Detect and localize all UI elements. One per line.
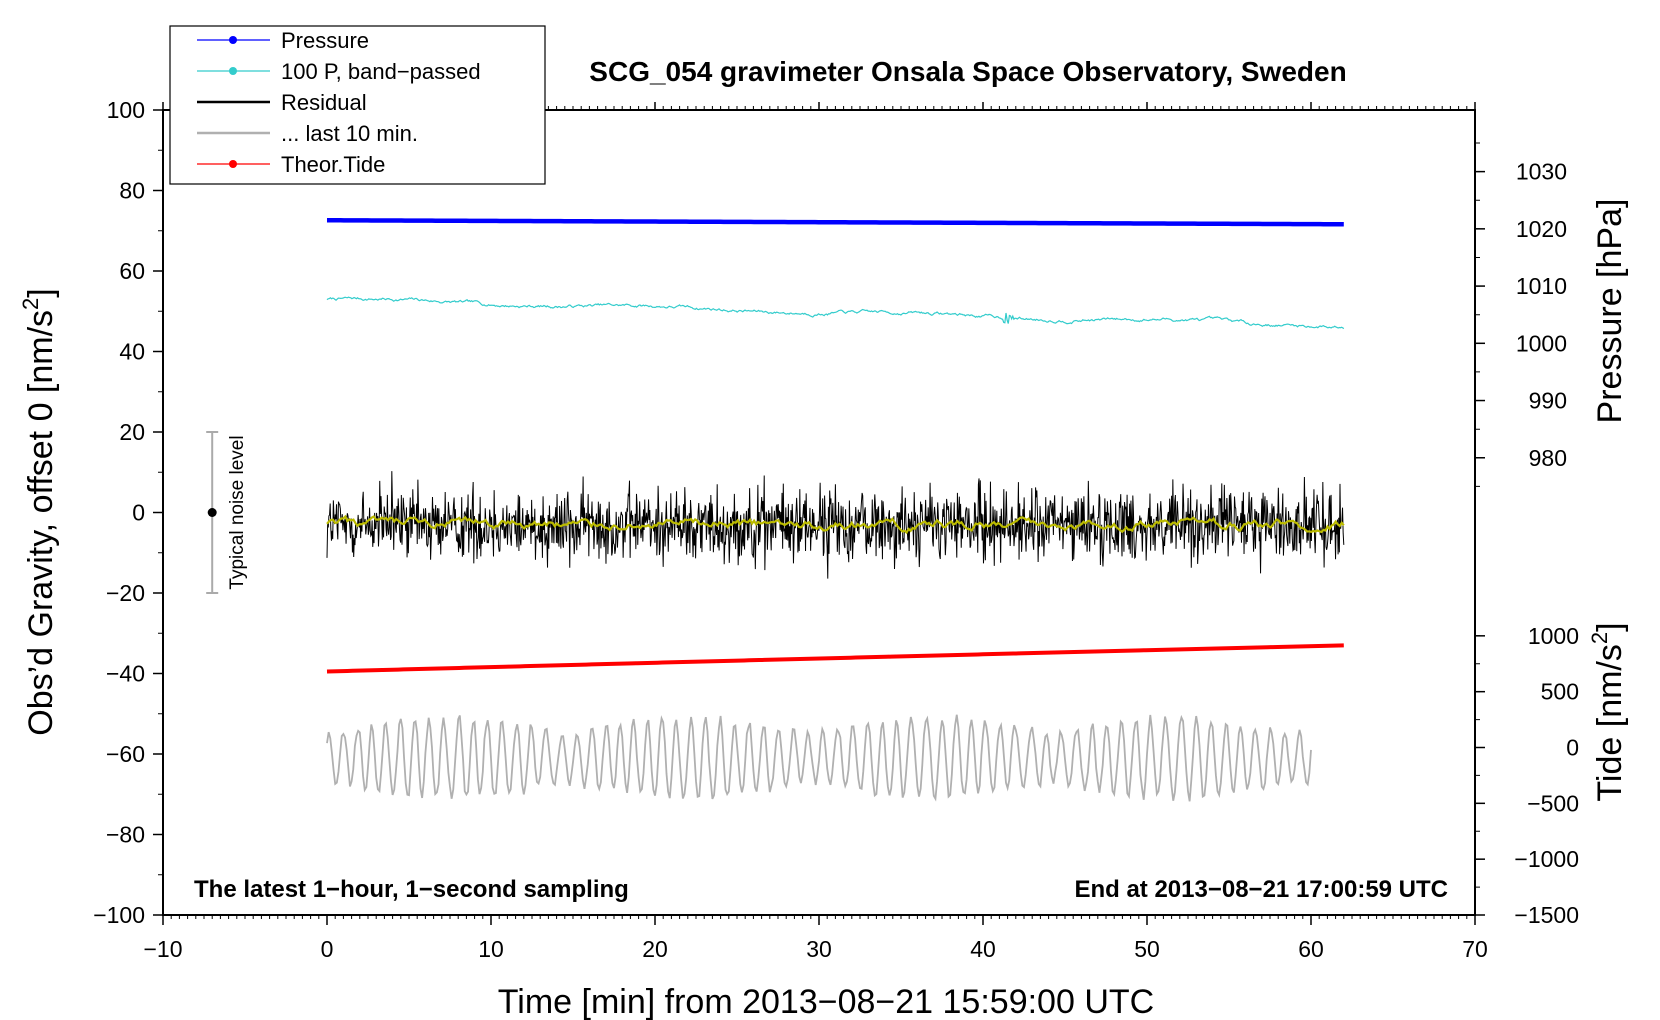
y-tick-label: 100 (107, 97, 145, 123)
legend-swatch-marker (229, 160, 237, 168)
tide-minor-ticks (1475, 635, 1480, 916)
y-tick-label: −20 (106, 580, 145, 606)
smoothed-residual-line (326, 514, 1345, 535)
y-tick-label: 0 (132, 500, 145, 526)
pressure-tick-label: 990 (1529, 388, 1567, 414)
noise-level-indicator: Typical noise level (206, 431, 248, 594)
pressure-tick-label: 980 (1529, 445, 1567, 471)
pressure-series-line (326, 218, 1344, 227)
last-ten-minutes-line (326, 714, 1312, 802)
y-axis-label-main: Obs’d Gravity, offset 0 [nm/s2] (18, 288, 60, 735)
pressure-tick-label: 1000 (1516, 330, 1567, 356)
y-axis-label-tide-text: Tide [nm/s (1591, 644, 1629, 801)
band-passed-pressure-line (326, 296, 1345, 330)
y-axis-label-pressure: Pressure [hPa] (1591, 199, 1629, 424)
chart-title: SCG_054 gravimeter Onsala Space Observat… (589, 56, 1346, 87)
tide-tick-label: −1500 (1514, 902, 1579, 928)
x-tick-label: 60 (1298, 936, 1324, 962)
y-axis-label-tide: Tide [nm/s2] (1587, 622, 1629, 801)
tide-tick-label: −1000 (1514, 846, 1579, 872)
x-tick-label: 70 (1462, 936, 1488, 962)
y-tick-label: 80 (119, 178, 145, 204)
y-tick-label: −80 (106, 822, 145, 848)
y-minor-ticks (158, 109, 163, 916)
x-tick-label: 40 (970, 936, 996, 962)
y-axis-label-tide-close: ] (1591, 622, 1629, 631)
x-axis-label: Time [min] from 2013−08−21 15:59:00 UTC (498, 983, 1154, 1020)
y-tick-label: −60 (106, 741, 145, 767)
tide-tick-label: 500 (1541, 679, 1579, 705)
theoretical-tide-line (326, 643, 1344, 674)
pressure-tick-label: 1030 (1516, 159, 1567, 185)
y-axis-label-main-close: ] (22, 288, 60, 297)
y-tick-label: 60 (119, 258, 145, 284)
x-tick-label: 0 (321, 936, 334, 962)
y-tick-label: 40 (119, 339, 145, 365)
residual-line (326, 471, 1345, 579)
legend-entry-label: Pressure (281, 28, 369, 53)
tide-tick-label: −500 (1527, 790, 1579, 816)
pressure-tick-label: 1020 (1516, 216, 1567, 242)
tide-tick-label: 1000 (1528, 623, 1579, 649)
tide-tick-label: 0 (1566, 735, 1579, 761)
y-axis-label-main-text: Obs’d Gravity, offset 0 [nm/s (22, 310, 60, 736)
axis-ticks-group: −10 0 10 20 30 40 50 60 70100806040200−20−40−60−… (93, 97, 1579, 962)
legend-box (169, 25, 546, 185)
x-tick-label: 50 (1134, 936, 1160, 962)
annotation-bottom-right: End at 2013−08−21 17:00:59 UTC (1074, 876, 1448, 903)
x-tick-label: 10 (478, 936, 504, 962)
x-tick-label: −10 (143, 936, 182, 962)
legend: Pressure 100 P, band−passed Residual ... la… (169, 25, 546, 185)
noise-bar-label: Typical noise level (227, 435, 248, 589)
legend-entry-label: Theor.Tide (281, 152, 385, 177)
y-axis-label-main-sup: 2 (18, 298, 43, 310)
x-tick-label: 20 (642, 936, 668, 962)
legend-entry-label: 100 P, band−passed (281, 59, 481, 84)
legend-swatch-marker (229, 67, 237, 75)
y-axis-label-tide-sup: 2 (1587, 632, 1612, 644)
annotation-bottom-left: The latest 1−hour, 1−second sampling (194, 876, 629, 903)
pressure-minor-ticks (1475, 142, 1480, 487)
y-tick-label: −100 (93, 902, 145, 928)
pressure-tick-label: 1010 (1516, 273, 1567, 299)
noise-bar-center-dot (207, 508, 217, 517)
legend-entry-label: Residual (281, 90, 367, 115)
legend-entry-label: ... last 10 min. (281, 121, 418, 146)
y-tick-label: 20 (119, 419, 145, 445)
y-tick-label: −40 (106, 661, 145, 687)
gravity-series-group (326, 218, 1345, 802)
x-tick-label: 30 (806, 936, 832, 962)
legend-swatch-marker (229, 36, 237, 44)
